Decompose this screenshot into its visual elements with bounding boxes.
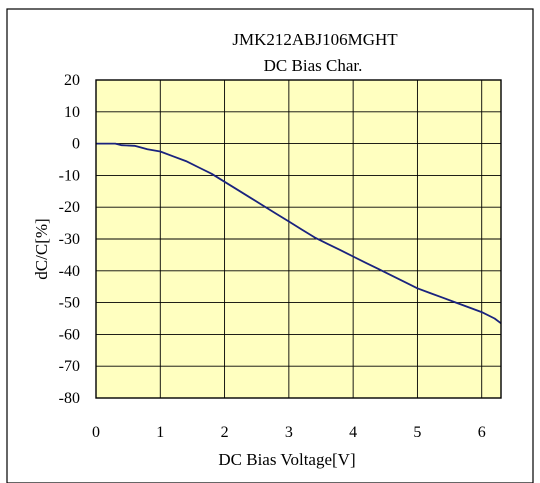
x-tick-label: 0 [92,424,100,441]
x-tick-label: 4 [349,424,357,441]
y-tick-label: -60 [59,326,80,343]
y-tick-label: -70 [59,358,80,375]
x-tick-labels: 0 1 2 3 4 5 6 [92,424,486,441]
y-tick-label: 20 [64,72,80,89]
plot-frame [95,79,502,399]
y-tick-label: -50 [59,295,80,312]
y-tick-label: -40 [59,263,80,280]
y-axis-title: dC/C[%] [32,218,51,279]
y-tick-label: 10 [64,104,80,121]
x-tick-label: 3 [285,424,293,441]
x-tick-label: 2 [221,424,229,441]
y-tick-label: -30 [59,231,80,248]
x-axis-title: DC Bias Voltage[V] [218,450,355,469]
chart-subtitle: DC Bias Char. [264,56,363,75]
y-tick-label: -20 [59,199,80,216]
series-line [96,142,502,325]
y-tick-label: 0 [72,136,80,153]
y-tick-labels: 20 10 0 -10 -20 -30 -40 -50 -60 -70 -80 [59,72,80,407]
x-tick-label: 1 [156,424,164,441]
x-tick-label: 5 [413,424,421,441]
x-tick-label: 6 [478,424,486,441]
y-tick-label: -10 [59,167,80,184]
chart-title: JMK212ABJ106MGHT [232,30,398,49]
y-tick-label: -80 [59,390,80,407]
series-layer [96,142,502,325]
